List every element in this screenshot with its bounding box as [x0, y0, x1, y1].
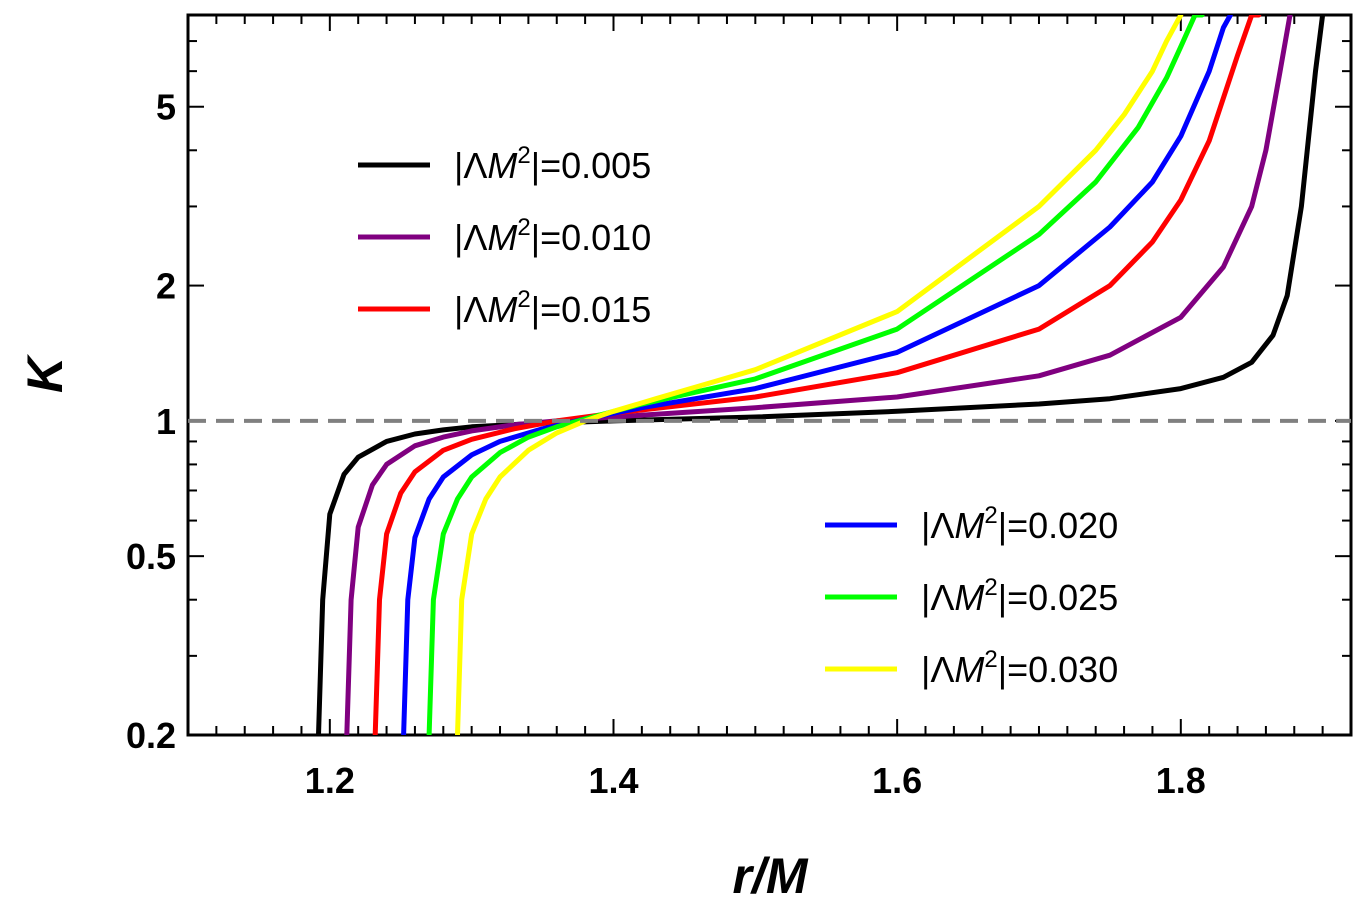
series-line	[372, 15, 1262, 735]
legend-entry: |ΛM2|=0.005	[454, 142, 651, 186]
y-tick-label: 5	[156, 87, 176, 128]
y-axis-title: K	[17, 353, 73, 393]
x-tick-label: 1.6	[872, 760, 922, 801]
legend-entry: |ΛM2|=0.020	[921, 502, 1118, 546]
x-axis-title: r/M	[733, 848, 809, 904]
legend-right: |ΛM2|=0.020 |ΛM2|=0.025 |ΛM2|=0.030	[825, 502, 1118, 690]
y-tick-label: 0.5	[126, 536, 176, 577]
legend-entry: |ΛM2|=0.015	[454, 286, 651, 330]
series-line	[344, 15, 1293, 735]
series-line	[401, 15, 1233, 735]
series-line	[316, 15, 1326, 735]
y-tick-label: 1	[156, 401, 176, 442]
x-tick-label: 1.4	[588, 760, 638, 801]
x-tick-label: 1.2	[305, 760, 355, 801]
series-layer	[316, 15, 1326, 735]
tick-labels: 1.2 1.4 1.6 1.8 0.2 0.5 1 2 5	[126, 87, 1206, 801]
series-line	[455, 15, 1184, 735]
x-tick-label: 1.8	[1156, 760, 1206, 801]
legend-entry: |ΛM2|=0.010	[454, 214, 651, 258]
legend-left: |ΛM2|=0.005 |ΛM2|=0.010 |ΛM2|=0.015	[358, 142, 651, 330]
legend-entry: |ΛM2|=0.025	[921, 574, 1118, 618]
y-tick-label: 2	[156, 266, 176, 307]
y-tick-label: 0.2	[126, 715, 176, 756]
legend-entry: |ΛM2|=0.030	[921, 646, 1118, 690]
axis-ticks	[187, 15, 1351, 736]
